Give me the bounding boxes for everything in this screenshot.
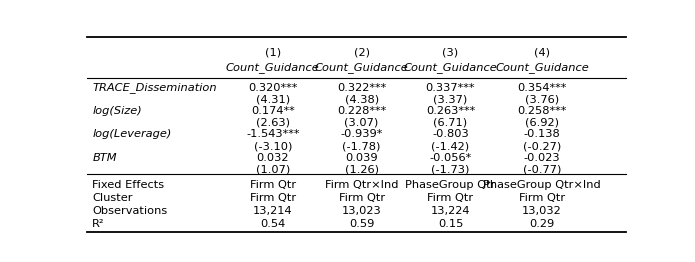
Text: 0.258***: 0.258*** [517, 106, 566, 116]
Text: (1): (1) [265, 48, 281, 58]
Text: Firm Qtr: Firm Qtr [250, 193, 296, 203]
Text: (-1.73): (-1.73) [432, 164, 470, 174]
Text: -1.543***: -1.543*** [246, 129, 300, 139]
Text: 0.354***: 0.354*** [517, 83, 566, 93]
Text: 0.174**: 0.174** [251, 106, 295, 116]
Text: Fixed Effects: Fixed Effects [92, 180, 165, 190]
Text: Firm Qtr×Ind: Firm Qtr×Ind [325, 180, 398, 190]
Text: 0.263***: 0.263*** [426, 106, 475, 116]
Text: 0.039: 0.039 [345, 152, 378, 162]
Text: (-0.27): (-0.27) [523, 141, 561, 151]
Text: 13,214: 13,214 [253, 206, 293, 216]
Text: TRACE_Dissemination: TRACE_Dissemination [92, 83, 217, 93]
Text: Cluster: Cluster [92, 193, 133, 203]
Text: (-1.42): (-1.42) [432, 141, 470, 151]
Text: 13,023: 13,023 [342, 206, 382, 216]
Text: -0.803: -0.803 [432, 129, 469, 139]
Text: Observations: Observations [92, 206, 167, 216]
Text: Count_Guidance: Count_Guidance [315, 62, 409, 73]
Text: (1.07): (1.07) [256, 164, 290, 174]
Text: R²: R² [92, 219, 105, 229]
Text: PhaseGroup Qtr×Ind: PhaseGroup Qtr×Ind [483, 180, 601, 190]
Text: (3.07): (3.07) [345, 118, 379, 128]
Text: (3.76): (3.76) [525, 95, 559, 105]
Text: 0.59: 0.59 [349, 219, 375, 229]
Text: Firm Qtr: Firm Qtr [519, 193, 565, 203]
Text: 0.032: 0.032 [256, 152, 289, 162]
Text: (4.31): (4.31) [256, 95, 290, 105]
Text: -0.939*: -0.939* [341, 129, 383, 139]
Text: Firm Qtr: Firm Qtr [427, 193, 473, 203]
Text: -0.056*: -0.056* [430, 152, 472, 162]
Text: log(Leverage): log(Leverage) [92, 129, 172, 139]
Text: (6.92): (6.92) [525, 118, 559, 128]
Text: Firm Qtr: Firm Qtr [338, 193, 384, 203]
Text: 13,224: 13,224 [431, 206, 471, 216]
Text: 0.337***: 0.337*** [426, 83, 475, 93]
Text: log(Size): log(Size) [92, 106, 142, 116]
Text: Firm Qtr: Firm Qtr [250, 180, 296, 190]
Text: (4): (4) [534, 48, 550, 58]
Text: (-3.10): (-3.10) [254, 141, 292, 151]
Text: (3.37): (3.37) [433, 95, 468, 105]
Text: BTM: BTM [92, 152, 117, 162]
Text: 0.29: 0.29 [530, 219, 555, 229]
Text: (1.26): (1.26) [345, 164, 379, 174]
Text: 0.228***: 0.228*** [337, 106, 386, 116]
Text: PhaseGroup Qtr: PhaseGroup Qtr [405, 180, 496, 190]
Text: 0.15: 0.15 [438, 219, 463, 229]
Text: -0.023: -0.023 [524, 152, 560, 162]
Text: (-1.78): (-1.78) [343, 141, 381, 151]
Text: Count_Guidance: Count_Guidance [495, 62, 589, 73]
Text: (3): (3) [443, 48, 459, 58]
Text: 0.320***: 0.320*** [248, 83, 297, 93]
Text: (2.63): (2.63) [256, 118, 290, 128]
Text: Count_Guidance: Count_Guidance [404, 62, 498, 73]
Text: 0.54: 0.54 [260, 219, 286, 229]
Text: (2): (2) [354, 48, 370, 58]
Text: (4.38): (4.38) [345, 95, 379, 105]
Text: 0.322***: 0.322*** [337, 83, 386, 93]
Text: (-0.77): (-0.77) [523, 164, 561, 174]
Text: -0.138: -0.138 [523, 129, 560, 139]
Text: (6.71): (6.71) [434, 118, 468, 128]
Text: 13,032: 13,032 [522, 206, 562, 216]
Text: Count_Guidance: Count_Guidance [226, 62, 320, 73]
